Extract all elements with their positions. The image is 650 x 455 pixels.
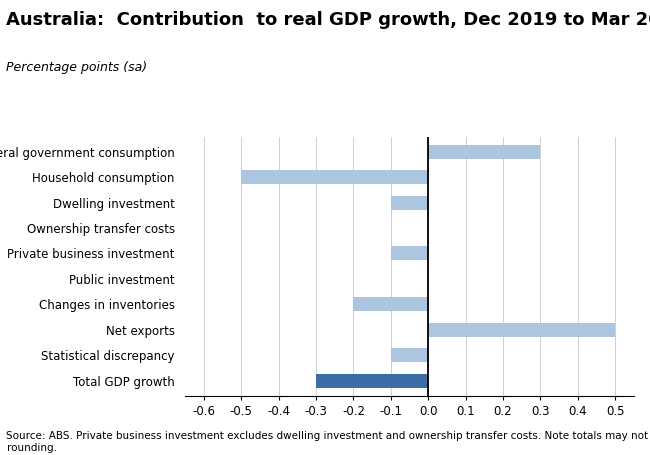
Text: Source: ABS. Private business investment excludes dwelling investment and owners: Source: ABS. Private business investment… [6, 431, 650, 453]
Text: Australia:  Contribution  to real GDP growth, Dec 2019 to Mar 2020: Australia: Contribution to real GDP grow… [6, 11, 650, 30]
Bar [316, 374, 428, 388]
Text: Percentage points (sa): Percentage points (sa) [6, 61, 148, 75]
Bar [428, 323, 615, 337]
Bar [428, 145, 540, 159]
Bar [391, 348, 428, 362]
Bar [241, 170, 428, 184]
Bar [354, 297, 428, 311]
Bar [391, 196, 428, 210]
Bar [391, 247, 428, 260]
